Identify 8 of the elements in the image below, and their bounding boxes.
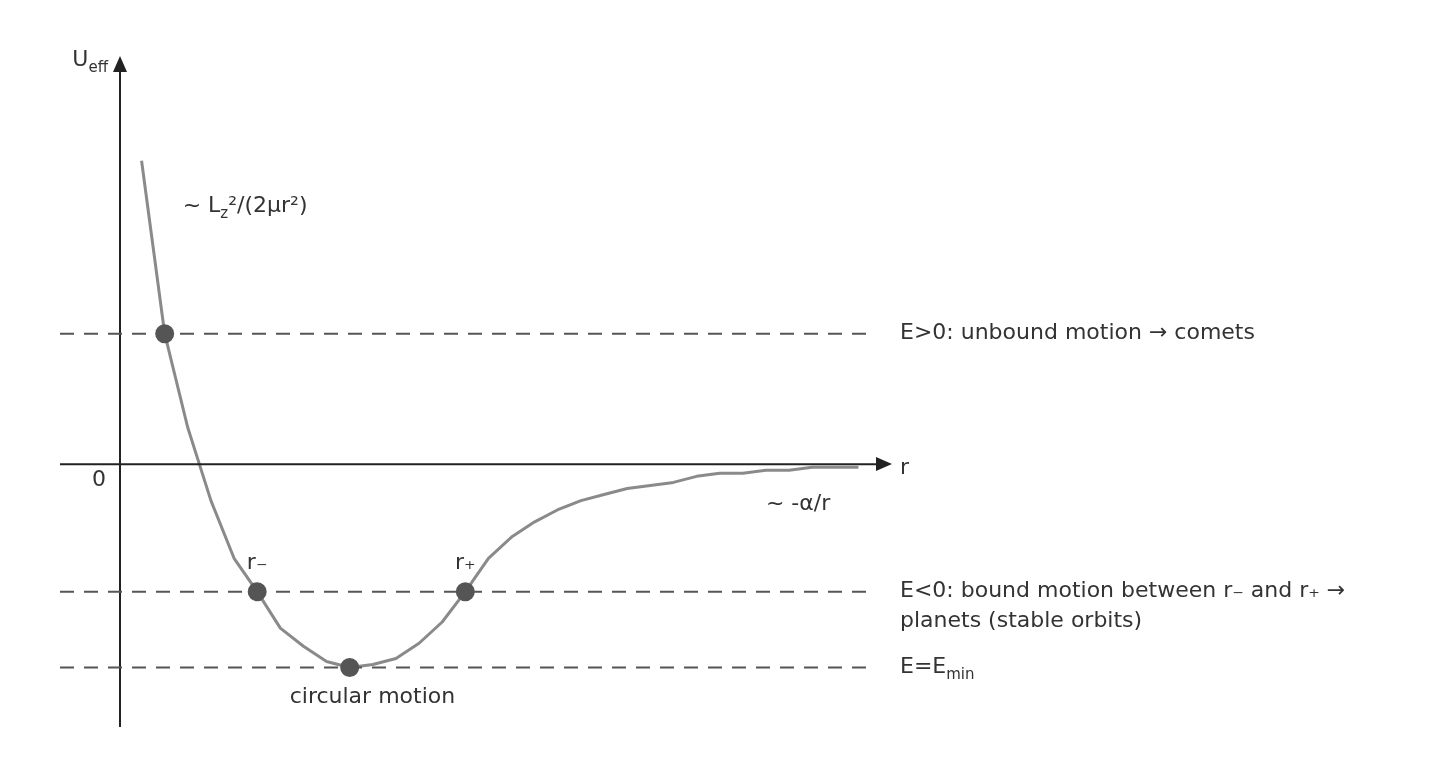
ref-line-label: E<0: bound motion between r₋ and r₊ → planets (stable orbits): [900, 577, 1346, 633]
text: circular motion: [289, 683, 456, 709]
text: 0: [92, 465, 106, 491]
annotation: ~ -α/r: [765, 489, 832, 515]
annotation: r₊: [454, 549, 476, 575]
x-axis-title: r: [900, 453, 910, 479]
annotation: r₋: [246, 549, 268, 575]
ref-line-label: E>0: unbound motion → comets: [900, 319, 1255, 345]
